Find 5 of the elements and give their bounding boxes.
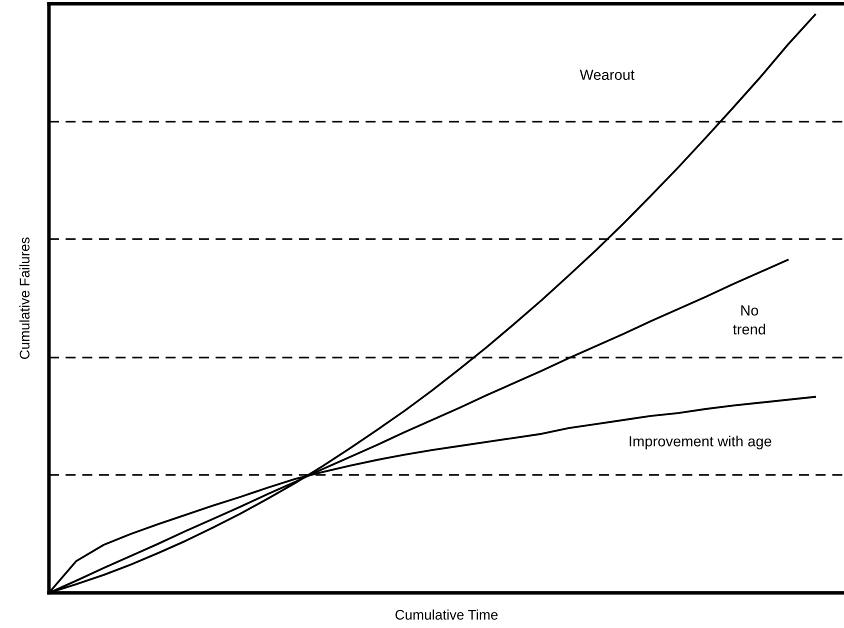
x-axis-title: Cumulative Time (395, 610, 498, 620)
y-axis-title: Cumulative Failures (19, 237, 30, 359)
annotation: Wearout (580, 70, 634, 80)
annotation: Improvement with age (630, 436, 772, 450)
annotation: No trend (733, 305, 766, 334)
